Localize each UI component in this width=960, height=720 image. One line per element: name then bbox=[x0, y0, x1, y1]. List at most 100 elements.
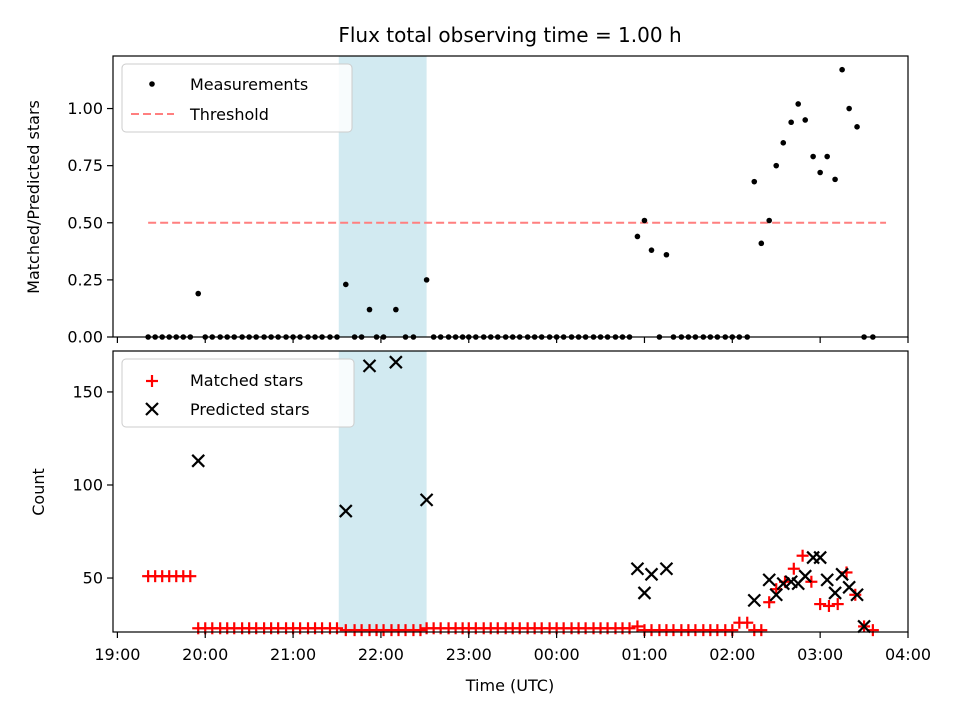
matched-star-point bbox=[414, 624, 427, 637]
matched-star-point bbox=[763, 596, 776, 609]
count-plot-frame bbox=[112, 350, 909, 633]
measurement-point bbox=[751, 178, 758, 185]
measurement-point bbox=[795, 101, 801, 107]
matched-star-point bbox=[822, 599, 835, 612]
measurement-point bbox=[817, 169, 823, 176]
chart-title: Flux total observing time = 1.00 h bbox=[338, 23, 681, 47]
measurement-point bbox=[366, 306, 373, 313]
measurement-point bbox=[773, 162, 780, 169]
matched-star-point bbox=[831, 598, 844, 611]
measurement-point bbox=[634, 233, 641, 240]
predicted-star-point bbox=[857, 619, 871, 634]
measurement-point bbox=[195, 290, 202, 297]
matched-star-point bbox=[787, 562, 800, 575]
y-tick-label: 50 bbox=[83, 569, 103, 588]
predicted-star-point bbox=[659, 561, 674, 576]
y-tick-label: 0.75 bbox=[67, 156, 103, 175]
measurement-point bbox=[758, 240, 765, 247]
ratio-panel: 0.00 0.25 0.50 0.75 1.00 Matched/Predicted s… bbox=[24, 55, 909, 347]
predicted-star-points bbox=[191, 355, 871, 634]
predicted-star-point bbox=[191, 454, 205, 468]
count-legend: Matched stars Predicted stars bbox=[121, 358, 355, 428]
matched-legend-marker bbox=[146, 375, 158, 387]
predicted-star-point bbox=[828, 586, 842, 600]
measurement-point bbox=[423, 277, 430, 283]
predicted-star-point bbox=[769, 588, 784, 602]
predicted-star-point bbox=[389, 355, 403, 369]
matched-star-point bbox=[770, 583, 783, 596]
y-tick-label: 100 bbox=[72, 475, 103, 494]
measurement-point bbox=[824, 153, 830, 160]
predicted-star-point bbox=[747, 593, 762, 608]
count-y-ticks: 50 100 150 bbox=[72, 382, 113, 588]
count-legend-box bbox=[121, 358, 355, 428]
ratio-y-axis-label: Matched/Predicted stars bbox=[24, 100, 43, 294]
x-tick-label: 02:00 bbox=[709, 645, 755, 664]
measurement-point bbox=[854, 124, 860, 130]
matched-star-point bbox=[631, 620, 644, 633]
measurement-point bbox=[342, 281, 349, 288]
predicted-star-point bbox=[419, 493, 434, 507]
x-tick-label: 19:00 bbox=[94, 645, 140, 664]
measurement-point bbox=[766, 217, 773, 224]
measurement-point bbox=[393, 306, 399, 313]
measurement-point bbox=[832, 176, 838, 183]
measurement-point bbox=[641, 217, 648, 224]
predicted-star-point bbox=[644, 567, 659, 582]
predicted-star-point bbox=[362, 359, 377, 373]
x-tick-label: 01:00 bbox=[621, 645, 667, 664]
predicted-legend-marker bbox=[145, 402, 159, 416]
measurement-point bbox=[648, 247, 655, 253]
ratio-legend-box bbox=[121, 63, 353, 133]
ratio-legend: Measurements Threshold bbox=[121, 63, 353, 133]
measurement-point bbox=[810, 153, 816, 160]
predicted-star-point bbox=[630, 561, 645, 576]
matched-star-point bbox=[796, 549, 809, 562]
predicted-star-point bbox=[776, 576, 791, 591]
measurement-point bbox=[663, 251, 670, 258]
ratio-plot-frame bbox=[112, 55, 909, 338]
measurements-legend-marker bbox=[149, 81, 155, 87]
ratio-y-ticks: 0.00 0.25 0.50 0.75 1.00 bbox=[67, 99, 113, 347]
count-y-axis-label: Count bbox=[29, 468, 48, 516]
ratio-x-ticks bbox=[116, 337, 909, 343]
measurement-point bbox=[788, 119, 794, 126]
y-tick-label: 0.00 bbox=[67, 328, 103, 347]
threshold-legend-label: Threshold bbox=[189, 105, 269, 124]
measurement-points bbox=[145, 66, 876, 340]
y-tick-label: 1.00 bbox=[67, 99, 103, 118]
predicted-star-point bbox=[820, 573, 834, 587]
x-tick-label: 20:00 bbox=[182, 645, 228, 664]
matched-star-point bbox=[741, 616, 754, 629]
observing-window-span bbox=[338, 56, 427, 337]
y-tick-label: 0.25 bbox=[67, 270, 103, 289]
matched-star-point bbox=[849, 588, 862, 601]
y-tick-label: 150 bbox=[72, 382, 103, 401]
predicted-star-point bbox=[835, 567, 849, 582]
predicted-legend-label: Predicted stars bbox=[190, 400, 310, 419]
predicted-star-point bbox=[813, 550, 827, 565]
x-axis-label: Time (UTC) bbox=[465, 676, 554, 695]
predicted-star-point bbox=[798, 569, 812, 583]
predicted-star-point bbox=[339, 504, 353, 518]
measurement-point bbox=[846, 105, 852, 112]
x-tick-label: 22:00 bbox=[358, 645, 404, 664]
x-tick-label: 21:00 bbox=[270, 645, 316, 664]
x-tick-label: 00:00 bbox=[534, 645, 580, 664]
matched-star-point bbox=[184, 570, 197, 583]
predicted-star-point bbox=[637, 586, 652, 600]
measurement-point bbox=[780, 140, 787, 146]
matched-star-point bbox=[755, 624, 768, 637]
matched-star-point bbox=[814, 598, 827, 611]
x-tick-label: 23:00 bbox=[446, 645, 492, 664]
measurement-point bbox=[839, 66, 845, 73]
measurements-legend-label: Measurements bbox=[190, 75, 308, 94]
measurement-point bbox=[802, 117, 809, 123]
x-tick-label: 04:00 bbox=[885, 645, 931, 664]
y-tick-label: 0.50 bbox=[67, 213, 103, 232]
predicted-star-point bbox=[762, 573, 776, 587]
predicted-star-point bbox=[850, 588, 864, 602]
count-x-ticks: 19:00 20:00 21:00 22:00 23:00 00:00 01:00 02:00… bbox=[94, 632, 931, 664]
count-panel: 50 100 150 19:00 20:00 21:00 22:00 23:00 00:00 0… bbox=[29, 350, 931, 695]
